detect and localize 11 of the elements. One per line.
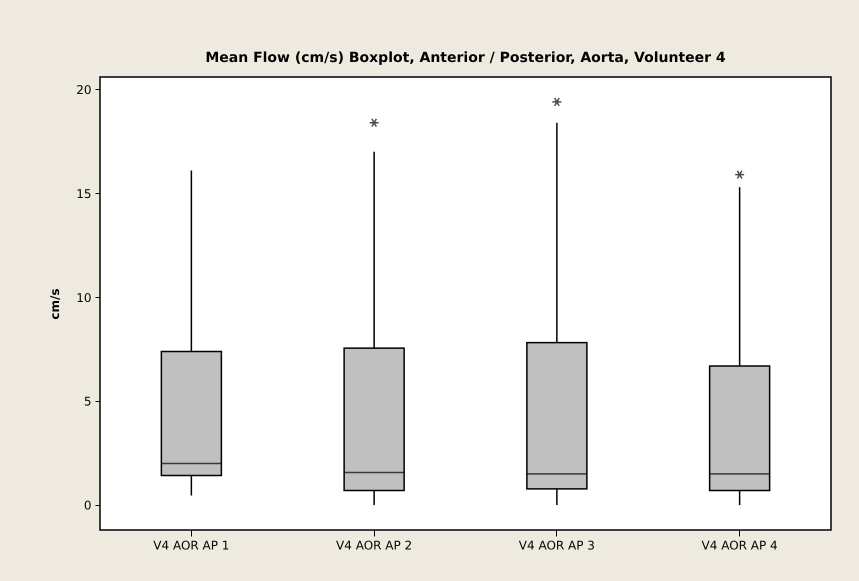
y-tick-label: 20 [76,82,92,97]
y-tick-label: 10 [76,290,92,305]
y-tick-label: 15 [76,186,92,201]
x-tick-label: V4 AOR AP 3 [518,538,595,552]
x-tick-label: V4 AOR AP 2 [336,538,412,552]
x-tick-label: V4 AOR AP 1 [153,538,230,552]
x-tick-label: V4 AOR AP 4 [702,538,778,552]
y-axis-title: cm/s [48,288,62,320]
y-tick-label: 0 [84,498,92,513]
chart-title: Mean Flow (cm/s) Boxplot, Anterior / Posterior, Aorta, Volunteer 4 [205,50,726,66]
y-tick-label: 5 [84,394,92,409]
